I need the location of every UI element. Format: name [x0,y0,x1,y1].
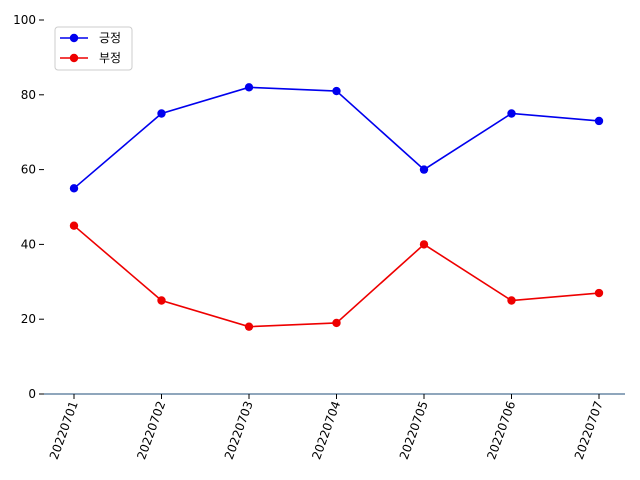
axes: 0 20 40 60 80 100 20220701 20220702 20220703 2022… [13,13,625,461]
x-tick-label: 20220701 [47,399,81,461]
data-point [507,109,516,118]
legend-label: 부정 [99,51,121,65]
data-point [244,322,254,331]
data-point [332,318,341,328]
y-tick-label: 100 [13,13,36,27]
x-tick-label: 20220704 [309,399,343,461]
data-point [157,296,166,305]
data-point [507,296,516,305]
data-point [419,165,429,174]
y-tick-label: 60 [21,163,36,177]
legend-label: 긍정 [99,31,121,45]
data-point [157,109,166,118]
series-layer [69,83,604,331]
y-tick-label: 80 [21,88,36,102]
legend-marker [69,53,79,63]
data-point [594,288,604,298]
x-tick-label: 20220707 [572,399,606,461]
legend-item: 긍정 [60,31,121,45]
data-point [244,83,254,92]
data-point [332,86,341,96]
x-tick-label: 20220702 [134,399,168,461]
data-point [69,221,79,230]
y-tick-label: 0 [28,387,36,401]
data-point [419,240,429,249]
series-2 [69,221,604,331]
legend-marker [69,33,79,43]
y-tick-label: 40 [21,237,36,251]
data-point [69,184,79,193]
x-tick-label: 20220706 [484,399,518,461]
data-point [594,116,604,126]
x-tick-label: 20220705 [397,399,431,461]
x-tick-label: 20220703 [222,399,256,461]
legend-item: 부정 [60,51,121,65]
series-line [73,86,600,189]
series-1 [69,83,604,193]
y-tick-label: 20 [21,312,36,326]
series-line [73,225,600,328]
